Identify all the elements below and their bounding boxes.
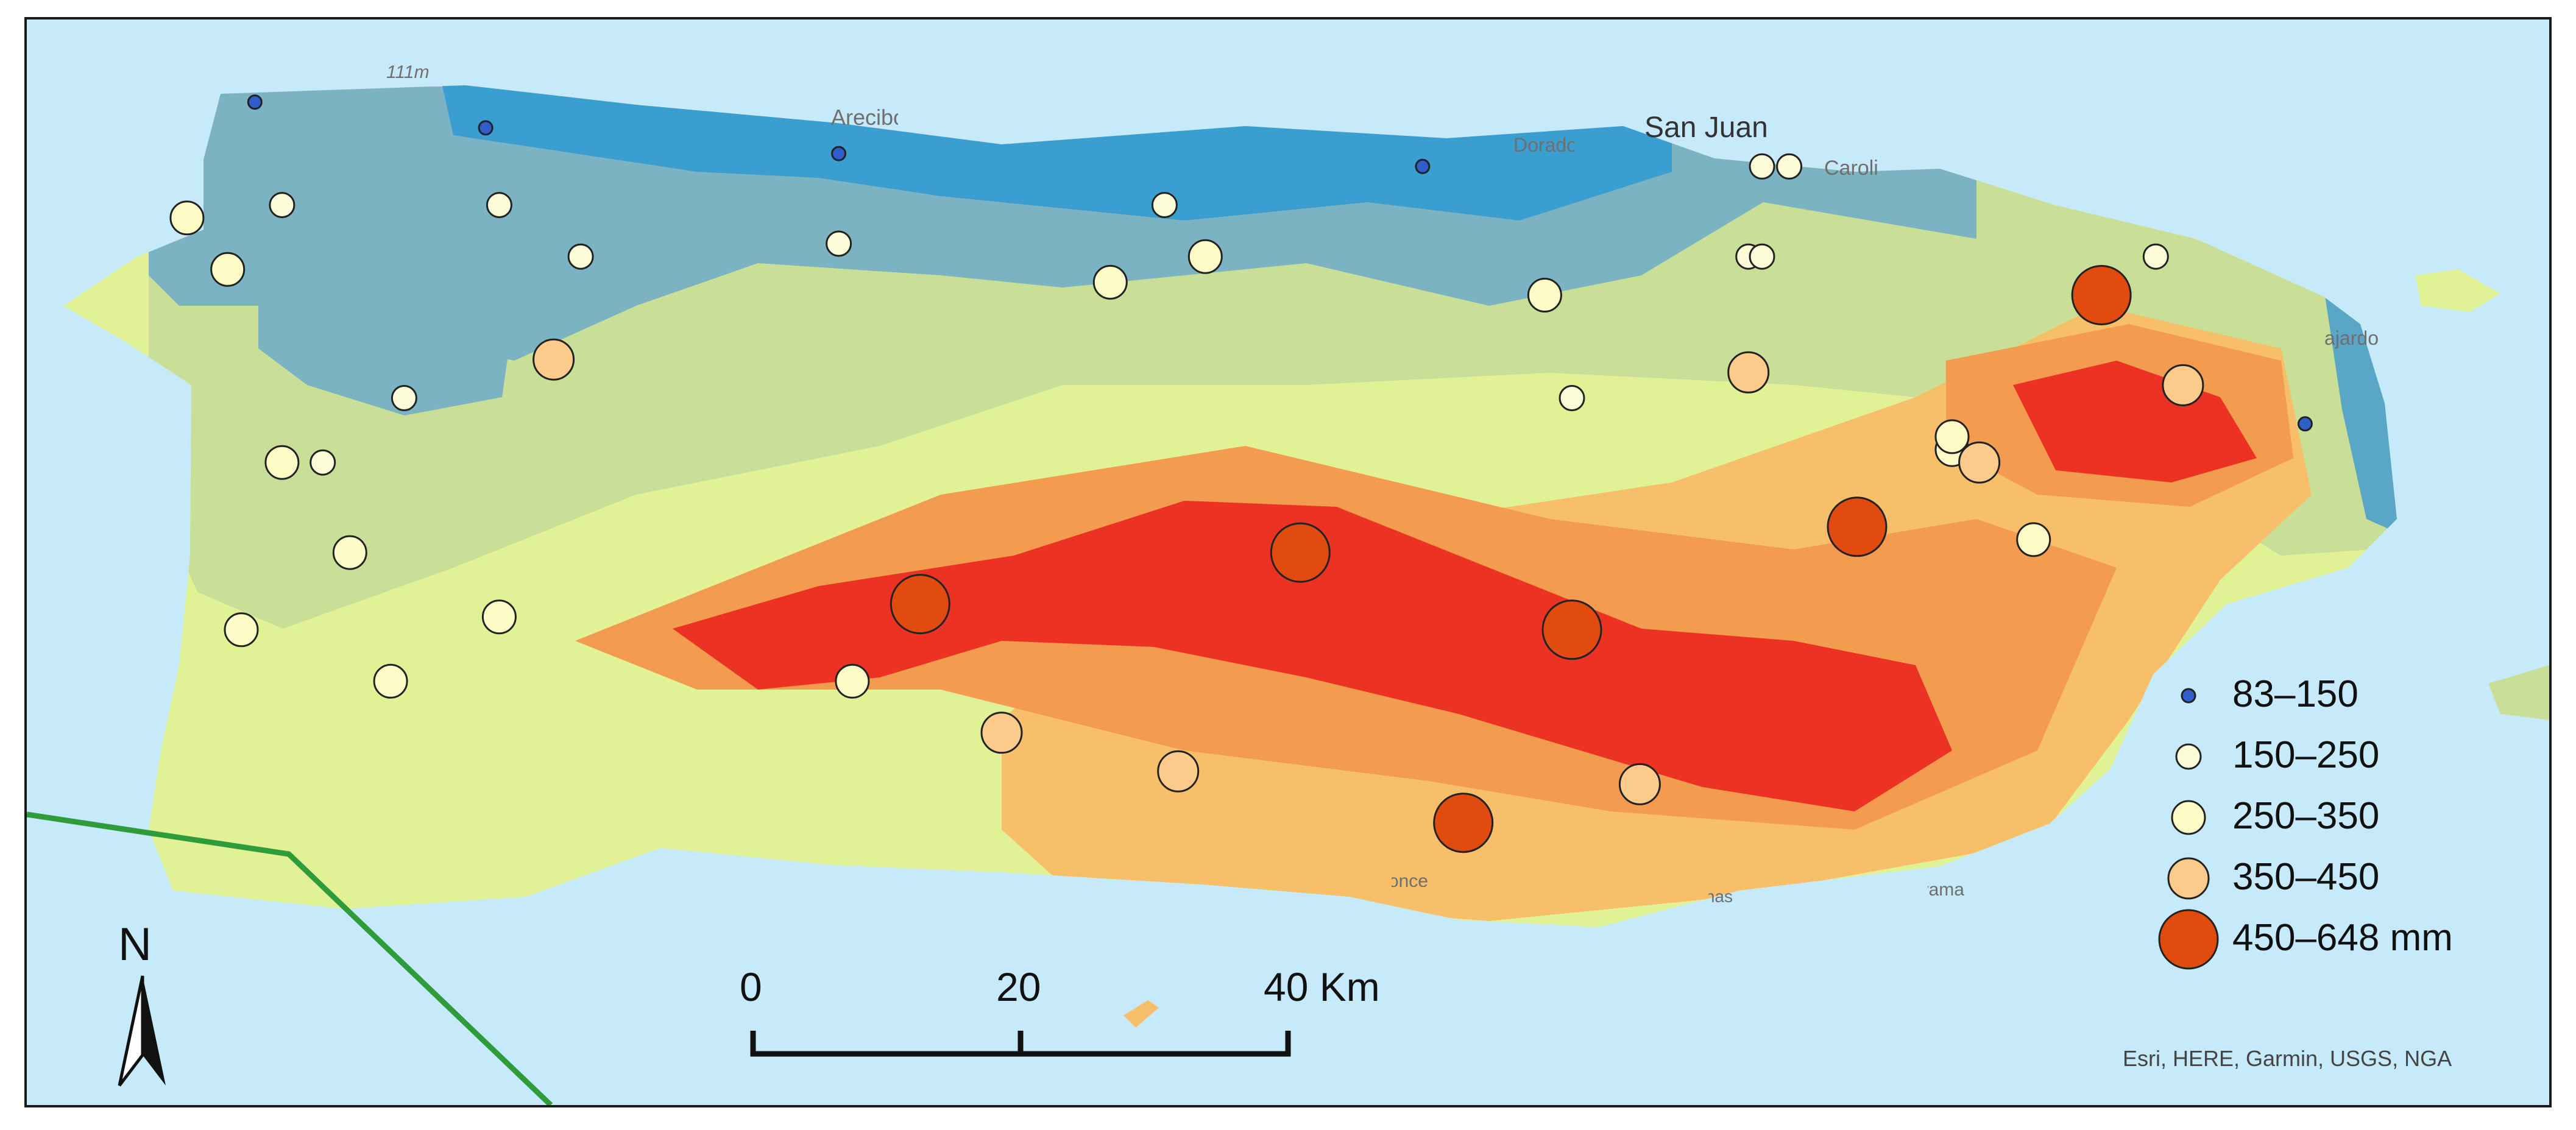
station-marker[interactable]	[1092, 264, 1128, 300]
station-marker[interactable]	[247, 94, 263, 110]
station-marker[interactable]	[1749, 153, 1775, 180]
place-label-salinas: Salinas	[1708, 887, 1733, 906]
station-marker[interactable]	[310, 449, 336, 476]
station-marker[interactable]	[1559, 385, 1585, 411]
station-marker[interactable]	[332, 535, 367, 570]
station-marker[interactable]	[835, 663, 870, 699]
island-landmass	[63, 85, 2397, 927]
station-marker[interactable]	[1527, 278, 1562, 313]
place-label-ponce: Ponce	[1392, 871, 1428, 891]
scale-bar	[750, 1031, 1291, 1057]
station-marker[interactable]	[373, 663, 408, 699]
scale-label: 40 Km	[1264, 964, 1380, 1009]
place-label-arecibo: Arecibo	[831, 105, 898, 130]
station-marker[interactable]	[1187, 239, 1223, 274]
legend-symbol	[2167, 857, 2210, 900]
station-marker[interactable]	[2162, 364, 2204, 406]
station-marker[interactable]	[1958, 441, 2001, 484]
station-marker[interactable]	[224, 612, 259, 648]
rain-gauge-stations	[169, 94, 2313, 853]
legend-label: 150–250	[2232, 734, 2380, 776]
station-marker[interactable]	[533, 338, 575, 381]
north-arrow-icon	[118, 975, 166, 1087]
station-marker[interactable]	[831, 146, 847, 161]
legend-label: 350–450	[2232, 856, 2380, 898]
station-marker[interactable]	[2297, 416, 2313, 432]
station-marker[interactable]	[269, 192, 295, 219]
place-label-fajardo: Fajardo	[2324, 327, 2379, 349]
station-marker[interactable]	[1151, 192, 1178, 219]
station-marker[interactable]	[1727, 351, 1770, 394]
legend-label: 450–648 mm	[2232, 917, 2453, 959]
legend-symbol	[2181, 688, 2196, 704]
place-label-dorado: Dorado	[1513, 134, 1574, 156]
station-marker[interactable]	[2016, 522, 2051, 557]
legend-label: 250–350	[2232, 795, 2380, 837]
station-marker[interactable]	[567, 243, 594, 270]
station-marker[interactable]	[1934, 419, 1970, 454]
zone-red-central	[673, 501, 1952, 811]
station-marker[interactable]	[1270, 522, 1331, 583]
station-marker[interactable]	[2142, 243, 2169, 270]
station-marker[interactable]	[169, 200, 205, 236]
legend-symbols	[2158, 688, 2219, 970]
island-caja-de-muertos	[1123, 1000, 1159, 1028]
north-label: N	[118, 919, 152, 970]
legend-label: 83–150	[2232, 673, 2358, 715]
station-marker[interactable]	[980, 712, 1023, 754]
island-culebra	[2415, 269, 2500, 312]
station-marker[interactable]	[826, 230, 852, 257]
island-vieques	[2488, 665, 2549, 720]
station-marker[interactable]	[481, 599, 517, 635]
map-canvas[interactable]	[27, 19, 2549, 1105]
station-marker[interactable]	[1749, 243, 1775, 270]
station-marker[interactable]	[1433, 793, 1494, 853]
station-marker[interactable]	[1415, 158, 1431, 174]
station-marker[interactable]	[486, 192, 512, 219]
place-label-guayama: Guayama	[1928, 880, 1964, 900]
zone-teal-inland	[258, 263, 514, 415]
zone-blue-east	[2324, 288, 2397, 543]
station-marker[interactable]	[2071, 265, 2132, 325]
station-marker[interactable]	[264, 445, 300, 480]
legend-symbol	[2171, 800, 2206, 835]
boundary-line	[27, 811, 553, 1105]
station-marker[interactable]	[1776, 153, 1803, 180]
place-label-carolina: Carolina	[1824, 157, 1879, 180]
legend-symbol	[2175, 743, 2202, 770]
attribution-text: Esri, HERE, Garmin, USGS, NGA	[2123, 1046, 2452, 1071]
scale-label: 20	[996, 964, 1041, 1009]
station-marker[interactable]	[478, 120, 494, 136]
legend-symbol	[2158, 909, 2219, 970]
station-marker[interactable]	[1618, 763, 1661, 805]
station-marker[interactable]	[1157, 750, 1200, 793]
station-marker[interactable]	[1827, 496, 1888, 557]
station-marker[interactable]	[210, 252, 246, 287]
place-label-elevation: 111m	[386, 62, 430, 82]
scale-label: 0	[740, 964, 762, 1009]
station-marker[interactable]	[890, 574, 950, 635]
place-label-san-juan: San Juan	[1644, 111, 1768, 144]
station-marker[interactable]	[1541, 599, 1602, 660]
station-marker[interactable]	[391, 385, 417, 411]
map-frame: 111m Arecibo Dorado San Juan Carolina Fa…	[24, 17, 2552, 1107]
